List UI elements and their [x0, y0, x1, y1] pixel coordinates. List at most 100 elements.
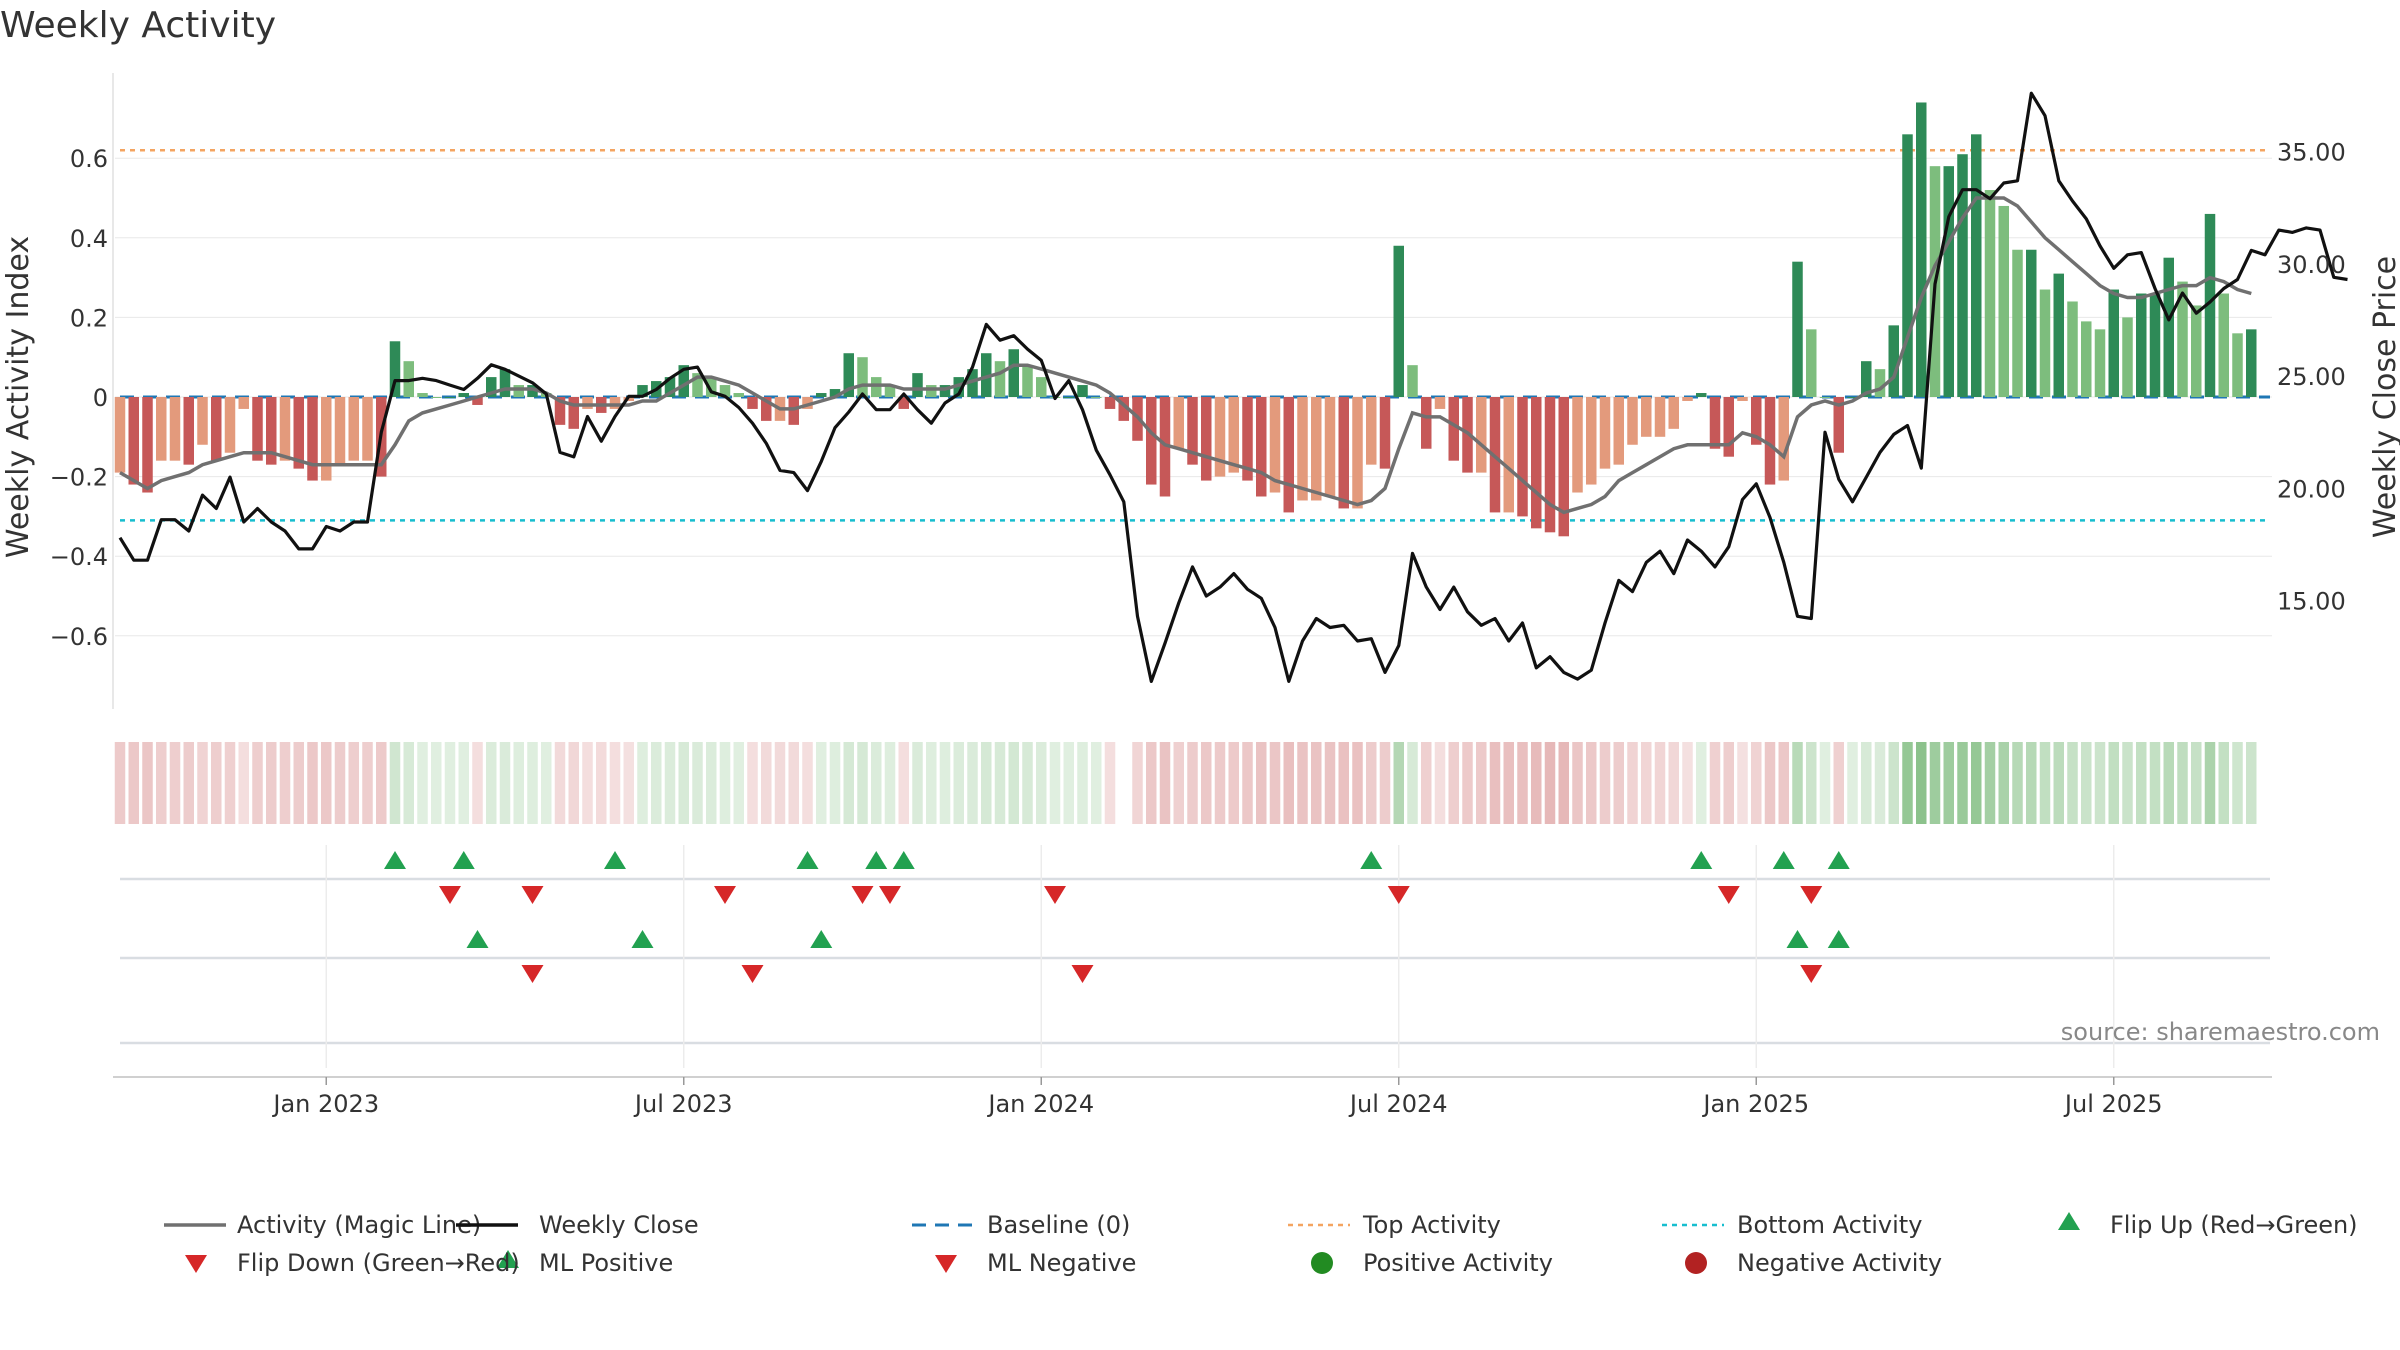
heat-cell	[1751, 742, 1762, 824]
activity-bar	[1269, 397, 1281, 493]
magic-line-series	[119, 196, 2252, 515]
activity-bar	[1627, 397, 1638, 445]
activity-bar	[1792, 261, 1803, 397]
activity-bar	[1008, 349, 1019, 397]
flip-up-marker	[1360, 851, 1383, 869]
heat-cell	[211, 742, 222, 824]
activity-bar	[2136, 293, 2147, 397]
heat-cell	[843, 742, 854, 824]
flip-up-marker	[452, 851, 475, 869]
activity-bar	[2149, 293, 2161, 397]
heat-cell	[747, 742, 758, 824]
heat-cell	[1228, 742, 1239, 824]
y2-tick-label: 35.00	[2277, 139, 2346, 167]
flip-up-marker	[1827, 851, 1850, 869]
activity-bar	[692, 373, 703, 397]
heat-cell	[321, 742, 332, 824]
activity-bar	[2246, 329, 2257, 397]
activity-bar	[2163, 257, 2174, 397]
y-tick-label: 0.4	[70, 225, 108, 253]
heat-cell	[1902, 742, 1913, 824]
flip-up-marker	[604, 851, 626, 869]
activity-bar	[417, 393, 428, 397]
heat-cell	[334, 742, 346, 824]
x-tick-label: Jul 2025	[2063, 1090, 2163, 1118]
heat-cell	[912, 742, 923, 824]
heat-cell	[1861, 742, 1872, 824]
heat-cell	[1668, 742, 1679, 824]
heat-cell	[1737, 742, 1748, 824]
activity-bar	[788, 397, 799, 425]
heat-cell	[1063, 742, 1074, 824]
ml-negative-marker	[1071, 965, 1094, 983]
legend-label: Positive Activity	[1363, 1249, 1553, 1277]
heat-cell	[1256, 742, 1267, 824]
x-tick-label: Jan 2024	[986, 1090, 1094, 1118]
y2-tick-label: 20.00	[2277, 475, 2346, 503]
activity-bar	[1778, 397, 1789, 481]
heat-cell	[527, 742, 538, 824]
ml-positive-marker	[810, 930, 833, 948]
heat-cell	[1476, 742, 1487, 824]
heat-cell	[1847, 742, 1858, 824]
legend-swatch-flip-down	[185, 1255, 207, 1273]
heat-cell	[348, 742, 359, 824]
heat-cell	[1984, 742, 1996, 824]
y2-tick-label: 30.00	[2277, 251, 2346, 279]
heat-cell	[1929, 742, 1941, 824]
y-tick-label: −0.6	[50, 623, 108, 651]
heat-cell	[637, 742, 648, 824]
activity-bar	[664, 377, 676, 397]
activity-bar	[1159, 397, 1171, 497]
activity-heat-strip	[114, 742, 2257, 824]
heat-cell	[1132, 742, 1143, 824]
heat-cell	[1709, 742, 1721, 824]
heat-cell	[183, 742, 194, 824]
activity-bar	[321, 397, 332, 481]
activity-bar	[1544, 397, 1556, 533]
heat-cell	[568, 742, 579, 824]
heat-cell	[1696, 742, 1707, 824]
heat-cell	[2204, 742, 2216, 824]
activity-bar	[733, 393, 744, 397]
flip-up-marker	[892, 851, 915, 869]
heat-cell	[1888, 742, 1899, 824]
flip-down-marker	[1800, 886, 1823, 904]
legend-label: ML Positive	[539, 1249, 673, 1277]
activity-bar	[156, 397, 167, 461]
heat-cell	[128, 742, 139, 824]
legend-label: Baseline (0)	[987, 1211, 1130, 1239]
activity-bar	[224, 397, 236, 453]
activity-bar	[1709, 397, 1721, 449]
activity-bar	[1682, 397, 1693, 401]
heat-cell	[857, 742, 868, 824]
activity-bar	[2218, 293, 2229, 397]
heat-cell	[1544, 742, 1556, 824]
heat-cell	[2012, 742, 2023, 824]
heat-cell	[1366, 742, 1377, 824]
heat-cell	[2067, 742, 2078, 824]
heat-cell	[1874, 742, 1886, 824]
heat-cell	[1764, 742, 1776, 824]
heat-cell	[788, 742, 799, 824]
ml-positive-marker	[466, 930, 489, 948]
x-tick-label: Jul 2023	[633, 1090, 733, 1118]
heat-cell	[1943, 742, 1954, 824]
heat-cell	[1778, 742, 1789, 824]
heat-cell	[871, 742, 882, 824]
activity-bar	[1146, 397, 1157, 485]
heat-cell	[1627, 742, 1638, 824]
heat-cell	[829, 742, 841, 824]
activity-bar	[431, 397, 442, 398]
activity-bar	[2026, 249, 2037, 397]
activity-bar	[1297, 397, 1308, 501]
legend: Activity (Magic Line) Weekly Close Baselin…	[164, 1211, 2358, 1277]
activity-bar	[142, 397, 153, 493]
activity-bar	[1751, 397, 1762, 445]
heat-cell	[761, 742, 772, 824]
flip-up-marker	[865, 851, 888, 869]
ml-positive-marker	[631, 930, 654, 948]
activity-bar	[1654, 397, 1666, 437]
heat-cell	[1173, 742, 1184, 824]
heat-cell	[279, 742, 291, 824]
